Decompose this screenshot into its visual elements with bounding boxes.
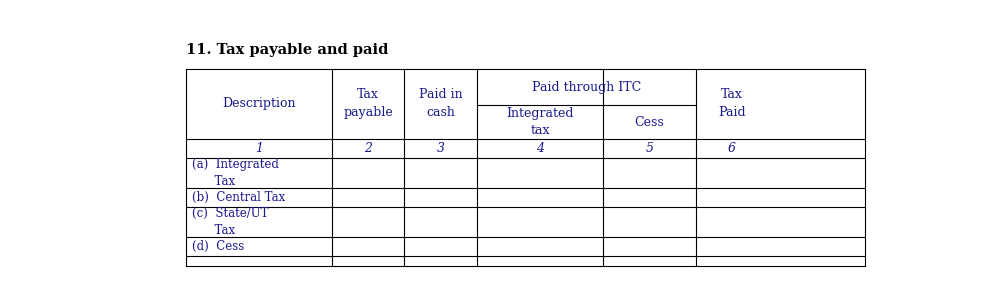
Text: 2: 2 <box>364 142 372 155</box>
Text: 3: 3 <box>436 142 445 155</box>
Text: 6: 6 <box>728 142 736 155</box>
Text: 4: 4 <box>536 142 544 155</box>
Text: Integrated
tax: Integrated tax <box>506 107 574 137</box>
Text: Tax
payable: Tax payable <box>343 88 393 120</box>
Text: Description: Description <box>222 97 296 110</box>
Text: (a)  Integrated
      Tax: (a) Integrated Tax <box>192 158 279 188</box>
Text: Paid in
cash: Paid in cash <box>419 88 463 120</box>
Text: 1: 1 <box>255 142 263 155</box>
Text: (d)  Cess: (d) Cess <box>192 240 244 253</box>
Text: Cess: Cess <box>634 116 664 128</box>
Text: Tax
Paid: Tax Paid <box>718 88 746 120</box>
Text: Paid through ITC: Paid through ITC <box>532 81 641 94</box>
Text: (b)  Central Tax: (b) Central Tax <box>192 191 285 204</box>
Text: 5: 5 <box>645 142 653 155</box>
Text: 11. Tax payable and paid: 11. Tax payable and paid <box>186 43 388 57</box>
Text: (c)  State/UT
      Tax: (c) State/UT Tax <box>192 207 268 237</box>
